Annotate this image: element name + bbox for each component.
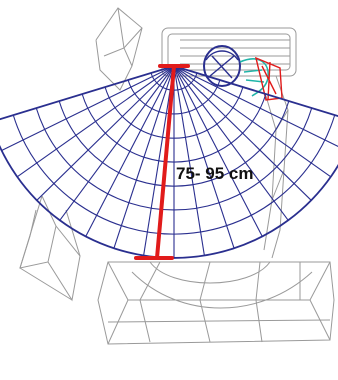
fan-spoke bbox=[173, 65, 205, 256]
operator-head bbox=[203, 45, 283, 101]
fan-spoke bbox=[173, 65, 289, 221]
fan-spoke bbox=[36, 65, 175, 201]
measurement-bar bbox=[155, 64, 176, 260]
fan-spoke bbox=[173, 65, 338, 147]
fan-spoke bbox=[59, 65, 175, 221]
fan-spoke bbox=[1, 65, 175, 151]
fan-spoke bbox=[173, 65, 263, 237]
fan-spoke bbox=[85, 65, 175, 237]
fan-spoke bbox=[143, 65, 175, 256]
fan-spoke bbox=[0, 65, 175, 121]
fan-spoke bbox=[173, 65, 235, 249]
fan-spoke bbox=[173, 65, 312, 201]
reach-zone-fan bbox=[0, 65, 338, 259]
fan-spoke bbox=[113, 65, 175, 249]
measurement-indicator bbox=[134, 64, 190, 260]
fan-spoke bbox=[16, 65, 175, 178]
fan-spoke bbox=[173, 65, 338, 118]
measurement-label: 75- 95 cm bbox=[176, 164, 254, 183]
fan-spoke bbox=[173, 65, 332, 178]
